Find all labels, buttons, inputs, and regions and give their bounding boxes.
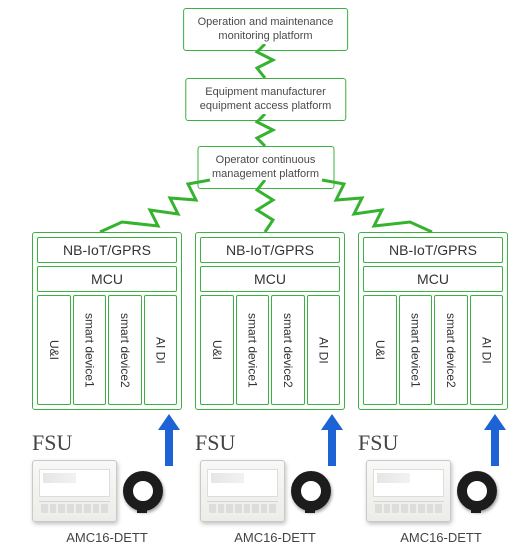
fsu-sub-box: U&I <box>37 295 71 405</box>
platform-line: Operation and maintenance <box>198 16 334 28</box>
fsu-sub-box: AI DI <box>307 295 341 405</box>
current-transformer-icon <box>457 471 497 511</box>
platform-line: management platform <box>212 168 319 180</box>
zigzag-diag-right <box>320 178 440 234</box>
fsu-column: NB-IoT/GPRS MCU U&Ismart device1smart devi… <box>32 232 182 466</box>
mcu-label: MCU <box>200 266 340 292</box>
fsu-label: FSU <box>195 430 235 456</box>
fsu-column: NB-IoT/GPRS MCU U&Ismart device1smart devi… <box>195 232 345 466</box>
current-transformer-icon <box>123 471 163 511</box>
device-group <box>32 460 163 522</box>
up-arrow-icon <box>482 414 508 466</box>
fsu-sub-box: U&I <box>200 295 234 405</box>
device-label: AMC16-DETT <box>366 530 516 545</box>
mcu-label: MCU <box>37 266 177 292</box>
fsu-label-row: FSU <box>195 414 345 466</box>
fsu-label: FSU <box>32 430 72 456</box>
nb-iot-label: NB-IoT/GPRS <box>37 237 177 263</box>
device-meter-icon <box>366 460 451 522</box>
fsu-sub-box: smart device1 <box>73 295 107 405</box>
platform-box-0: Operation and maintenance monitoring pla… <box>183 8 349 51</box>
fsu-sub-box: AI DI <box>144 295 178 405</box>
nb-iot-label: NB-IoT/GPRS <box>200 237 340 263</box>
nb-iot-label: NB-IoT/GPRS <box>363 237 503 263</box>
platform-box-2: Operator continuous management platform <box>197 146 334 189</box>
fsu-label: FSU <box>358 430 398 456</box>
platform-line: equipment access platform <box>200 100 331 112</box>
fsu-sub-box: AI DI <box>470 295 504 405</box>
device-label: AMC16-DETT <box>200 530 350 545</box>
fsu-sub-box: U&I <box>363 295 397 405</box>
up-arrow-icon <box>156 414 182 466</box>
fsu-sub-box: smart device2 <box>434 295 468 405</box>
mcu-label: MCU <box>363 266 503 292</box>
up-arrow-icon <box>319 414 345 466</box>
platform-line: monitoring platform <box>218 30 312 42</box>
fsu-label-row: FSU <box>32 414 182 466</box>
device-group <box>200 460 331 522</box>
current-transformer-icon <box>291 471 331 511</box>
device-group <box>366 460 497 522</box>
platform-line: Equipment manufacturer <box>205 86 325 98</box>
fsu-sub-box: smart device1 <box>236 295 270 405</box>
fsu-column: NB-IoT/GPRS MCU U&Ismart device1smart devi… <box>358 232 508 466</box>
fsu-box: NB-IoT/GPRS MCU U&Ismart device1smart devi… <box>358 232 508 410</box>
fsu-sub-box: smart device2 <box>271 295 305 405</box>
zigzag-diag-left <box>92 178 212 234</box>
fsu-box: NB-IoT/GPRS MCU U&Ismart device1smart devi… <box>195 232 345 410</box>
fsu-sub-box: smart device1 <box>399 295 433 405</box>
fsu-sub-box: smart device2 <box>108 295 142 405</box>
fsu-sub-row: U&Ismart device1smart device2AI DI <box>200 295 340 405</box>
device-meter-icon <box>200 460 285 522</box>
platform-box-1: Equipment manufacturer equipment access … <box>185 78 346 121</box>
fsu-sub-row: U&Ismart device1smart device2AI DI <box>363 295 503 405</box>
fsu-box: NB-IoT/GPRS MCU U&Ismart device1smart devi… <box>32 232 182 410</box>
device-label: AMC16-DETT <box>32 530 182 545</box>
device-meter-icon <box>32 460 117 522</box>
platform-line: Operator continuous <box>216 154 316 166</box>
fsu-label-row: FSU <box>358 414 508 466</box>
fsu-sub-row: U&Ismart device1smart device2AI DI <box>37 295 177 405</box>
